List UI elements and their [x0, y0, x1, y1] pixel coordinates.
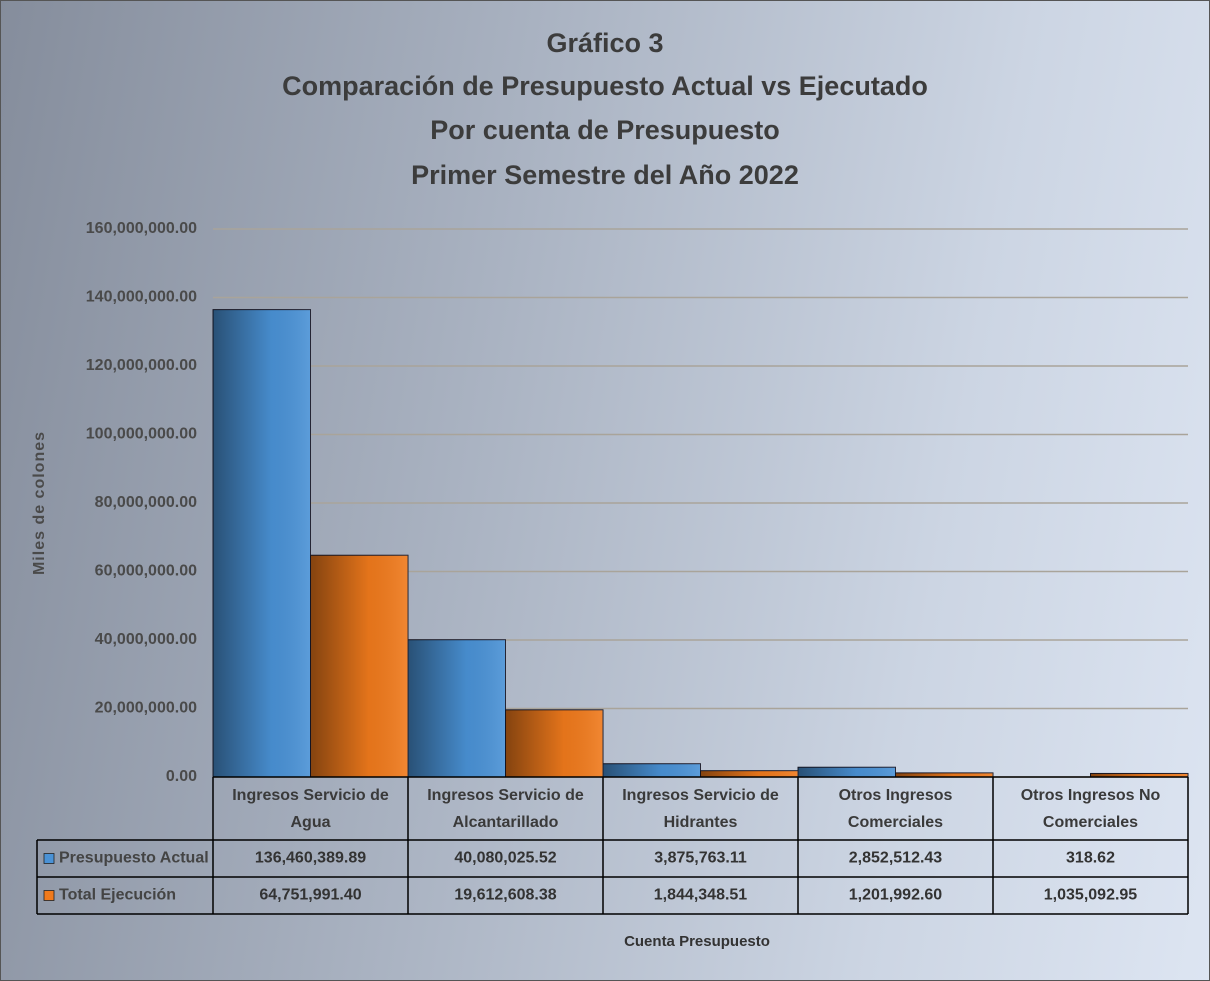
bar [602, 763, 701, 778]
legend-label: Presupuesto Actual [59, 850, 209, 867]
y-tick-label: 40,000,000.00 [95, 631, 197, 648]
value-label: 318.62 [1066, 850, 1115, 867]
chart-subtitle: Por cuenta de Presupuesto [430, 115, 780, 145]
y-tick-label: 160,000,000.00 [86, 220, 197, 237]
y-tick-label: 120,000,000.00 [86, 357, 197, 374]
bar [505, 709, 604, 778]
legend-swatch [43, 853, 55, 864]
legend-label: Total Ejecución [59, 887, 176, 904]
y-tick-label: 0.00 [166, 768, 197, 785]
bar [407, 639, 506, 778]
chart-subtitle: Primer Semestre del Año 2022 [411, 160, 799, 190]
x-tick-label: Ingresos Servicio de Alcantarillado [427, 786, 584, 831]
value-label: 1,844,348.51 [654, 887, 748, 904]
x-axis-label: Cuenta Presupuesto [624, 933, 770, 950]
value-label: 40,080,025.52 [454, 850, 556, 867]
bar [212, 309, 311, 778]
bar [310, 554, 409, 778]
x-tick-label: Ingresos Servicio de Hidrantes [622, 786, 779, 831]
y-tick-label: 60,000,000.00 [95, 563, 197, 580]
y-tick-label: 20,000,000.00 [95, 700, 197, 717]
x-tick-label: Otros Ingresos Comerciales [838, 786, 953, 831]
y-tick-label: 100,000,000.00 [86, 426, 197, 443]
value-label: 136,460,389.89 [255, 850, 366, 867]
value-label: 1,035,092.95 [1044, 887, 1138, 904]
value-label: 3,875,763.11 [654, 850, 747, 867]
value-label: 1,201,992.60 [849, 887, 943, 904]
value-label: 19,612,608.38 [454, 887, 556, 904]
chart-subtitle: Comparación de Presupuesto Actual vs Eje… [282, 71, 928, 101]
y-tick-label: 80,000,000.00 [95, 494, 197, 511]
y-tick-label: 140,000,000.00 [86, 289, 197, 306]
x-tick-label: Ingresos Servicio de Agua [232, 786, 389, 831]
bar [797, 766, 896, 778]
x-tick-label: Otros Ingresos No Comerciales [1020, 786, 1161, 831]
value-label: 64,751,991.40 [259, 887, 361, 904]
chart-title: Gráfico 3 [546, 28, 663, 58]
y-axis-label: Miles de colones [31, 431, 48, 575]
legend-swatch [43, 890, 55, 901]
value-label: 2,852,512.43 [849, 850, 943, 867]
